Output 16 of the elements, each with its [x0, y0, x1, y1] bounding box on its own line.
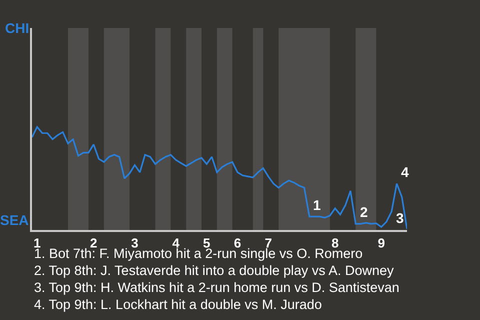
x-tick-label: 9 [378, 235, 385, 250]
x-tick-label: 7 [264, 235, 272, 250]
annotation: 2 [360, 204, 368, 220]
annotation: 4 [401, 164, 409, 180]
text: 2. Top 8th: J. Testaverde hit into a double play vs A. Downey [34, 263, 394, 278]
text: CHI [5, 20, 30, 36]
x-tick-label: 6 [234, 235, 242, 250]
x-tick-label: 2 [90, 235, 98, 250]
text: SEA [0, 212, 29, 228]
annotation: 1 [313, 197, 321, 213]
text: 4. Top 9th: L. Lockhart hit a double vs M. Jurado [34, 297, 322, 312]
x-tick-label: 3 [131, 235, 138, 250]
text: 3. Top 9th: H. Watkins hit a 2-run home run vs D. Santistevan [34, 280, 400, 295]
x-tick-label: 8 [331, 235, 339, 250]
annotation: 3 [396, 210, 404, 226]
x-tick-label: 4 [172, 235, 180, 250]
